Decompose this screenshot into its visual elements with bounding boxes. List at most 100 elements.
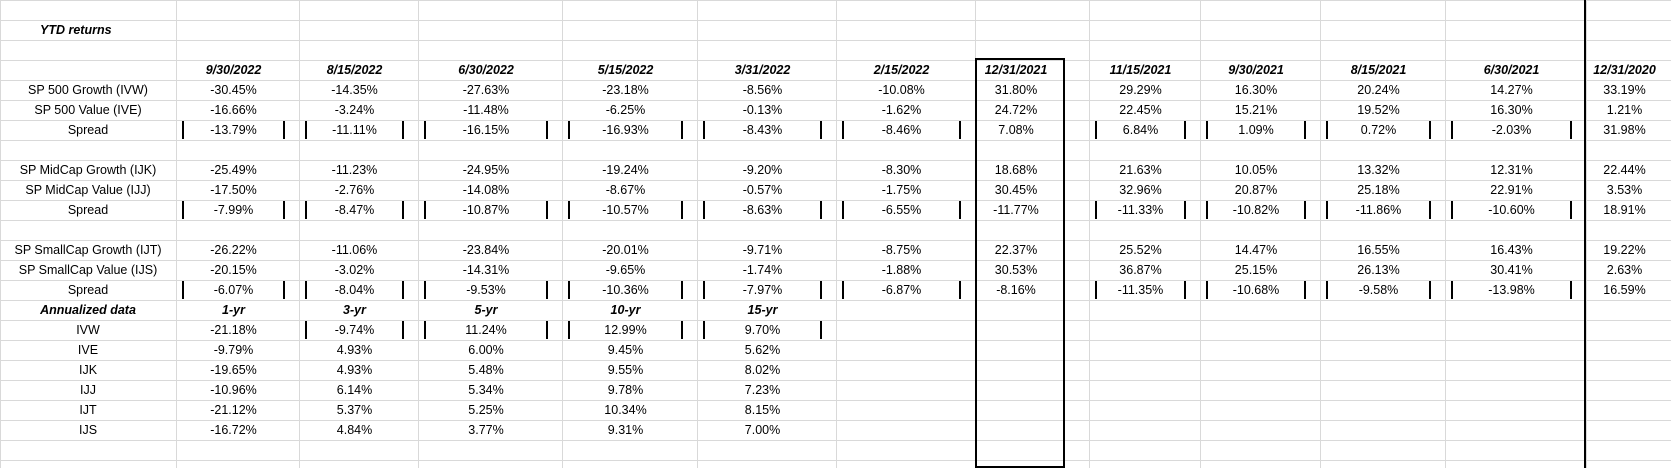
annualized-cell[interactable]: 5.37% [336,403,373,417]
return-cell[interactable]: -11.23% [331,163,378,177]
annualized-cell[interactable]: 10.34% [604,403,647,417]
return-cell[interactable]: 22.44% [1603,163,1646,177]
return-cell[interactable]: 16.30% [1490,103,1533,117]
spread-cell[interactable]: 6.84% [1095,121,1186,139]
return-cell[interactable]: 16.30% [1234,83,1278,97]
return-cell[interactable]: -19.24% [602,163,649,177]
return-cell[interactable]: 20.24% [1357,83,1400,97]
annualized-cell[interactable]: 6.00% [468,343,504,357]
annualized-cell[interactable]: 4.93% [336,363,373,377]
return-cell[interactable]: -23.84% [462,243,510,257]
annualized-cell[interactable]: 5.62% [744,343,781,357]
spread-cell[interactable]: -10.82% [1206,201,1306,219]
return-cell[interactable]: -25.49% [210,163,257,177]
return-cell[interactable]: -14.08% [462,183,510,197]
return-cell[interactable]: 14.47% [1234,243,1278,257]
spread-cell[interactable]: 1.09% [1206,121,1306,139]
spread-cell[interactable]: -16.15% [424,121,548,139]
return-cell[interactable]: -14.35% [331,83,378,97]
annualized-cell[interactable]: 7.00% [744,423,781,437]
return-cell[interactable]: 31.80% [994,83,1038,97]
return-cell[interactable]: 30.53% [994,263,1038,277]
return-cell[interactable]: -8.30% [881,163,922,177]
return-cell[interactable]: 22.37% [994,243,1038,257]
return-cell[interactable]: 16.43% [1490,243,1533,257]
spread-cell[interactable]: 18.91% [1603,203,1646,217]
return-cell[interactable]: -20.01% [602,243,649,257]
spread-cell[interactable]: -7.99% [182,201,285,219]
spread-cell[interactable]: -8.16% [996,283,1036,297]
return-cell[interactable]: -9.20% [742,163,783,177]
return-cell[interactable]: 18.68% [994,163,1038,177]
annualized-cell[interactable]: -21.18% [210,323,257,337]
return-cell[interactable]: -23.18% [602,83,649,97]
annualized-cell[interactable]: -10.96% [210,383,257,397]
return-cell[interactable]: 22.91% [1490,183,1533,197]
annualized-cell[interactable]: -9.79% [213,343,254,357]
return-cell[interactable]: 10.05% [1234,163,1278,177]
return-cell[interactable]: 33.19% [1603,83,1646,97]
spread-cell[interactable]: -10.87% [424,201,548,219]
return-cell[interactable]: 22.45% [1119,103,1162,117]
return-cell[interactable]: -10.08% [878,83,925,97]
return-cell[interactable]: -1.75% [881,183,922,197]
return-cell[interactable]: 16.55% [1357,243,1400,257]
return-cell[interactable]: -8.67% [605,183,646,197]
annualized-cell[interactable]: 4.93% [336,343,373,357]
return-cell[interactable]: -3.24% [334,103,375,117]
return-cell[interactable]: -0.13% [742,103,783,117]
spread-cell[interactable]: -10.57% [568,201,683,219]
return-cell[interactable]: 26.13% [1357,263,1400,277]
return-cell[interactable]: 25.15% [1234,263,1278,277]
return-cell[interactable]: 25.18% [1357,183,1400,197]
return-cell[interactable]: 3.53% [1606,183,1643,197]
spread-cell[interactable]: 16.59% [1603,283,1646,297]
spread-cell[interactable]: -11.77% [993,203,1039,217]
return-cell[interactable]: -1.62% [881,103,922,117]
return-cell[interactable]: -6.25% [605,103,646,117]
return-cell[interactable]: 14.27% [1490,83,1533,97]
spread-cell[interactable]: -10.60% [1451,201,1572,219]
spread-cell[interactable]: -13.79% [182,121,285,139]
return-cell[interactable]: -1.88% [881,263,922,277]
spread-cell[interactable]: -6.87% [842,281,961,299]
return-cell[interactable]: -9.71% [742,243,783,257]
return-cell[interactable]: 1.21% [1606,103,1643,117]
spread-cell[interactable]: -6.07% [182,281,285,299]
annualized-cell[interactable]: 5.34% [468,383,504,397]
annualized-cell[interactable]: 8.02% [744,363,781,377]
return-cell[interactable]: -1.74% [742,263,783,277]
return-cell[interactable]: -27.63% [462,83,510,97]
spread-cell[interactable]: -8.63% [703,201,822,219]
annualized-cell[interactable]: 7.23% [744,383,781,397]
return-cell[interactable]: -8.56% [742,83,783,97]
return-cell[interactable]: -16.66% [210,103,257,117]
return-cell[interactable]: 19.52% [1357,103,1400,117]
return-cell[interactable]: -2.76% [334,183,375,197]
return-cell[interactable]: 12.31% [1490,163,1533,177]
return-cell[interactable]: -30.45% [210,83,257,97]
return-cell[interactable]: 24.72% [994,103,1038,117]
spread-cell[interactable]: -11.11% [305,121,404,139]
return-cell[interactable]: -20.15% [210,263,257,277]
return-cell[interactable]: -8.75% [881,243,922,257]
annualized-cell[interactable]: -16.72% [210,423,257,437]
return-cell[interactable]: -3.02% [334,263,375,277]
spread-cell[interactable]: -10.68% [1206,281,1306,299]
spread-cell[interactable]: 7.08% [998,123,1034,137]
return-cell[interactable]: 19.22% [1603,243,1646,257]
spread-cell[interactable]: -6.55% [842,201,961,219]
annualized-cell[interactable]: 9.31% [607,423,644,437]
return-cell[interactable]: -11.06% [331,243,378,257]
annualized-cell[interactable]: 12.99% [568,321,683,339]
return-cell[interactable]: 36.87% [1119,263,1162,277]
return-cell[interactable]: 30.45% [994,183,1038,197]
return-cell[interactable]: 2.63% [1606,263,1643,277]
spread-cell[interactable]: -8.46% [842,121,961,139]
spread-cell[interactable]: -10.36% [568,281,683,299]
annualized-cell[interactable]: 8.15% [744,403,781,417]
annualized-cell[interactable]: 9.70% [703,321,822,339]
return-cell[interactable]: 15.21% [1234,103,1278,117]
spread-cell[interactable]: -8.04% [305,281,404,299]
